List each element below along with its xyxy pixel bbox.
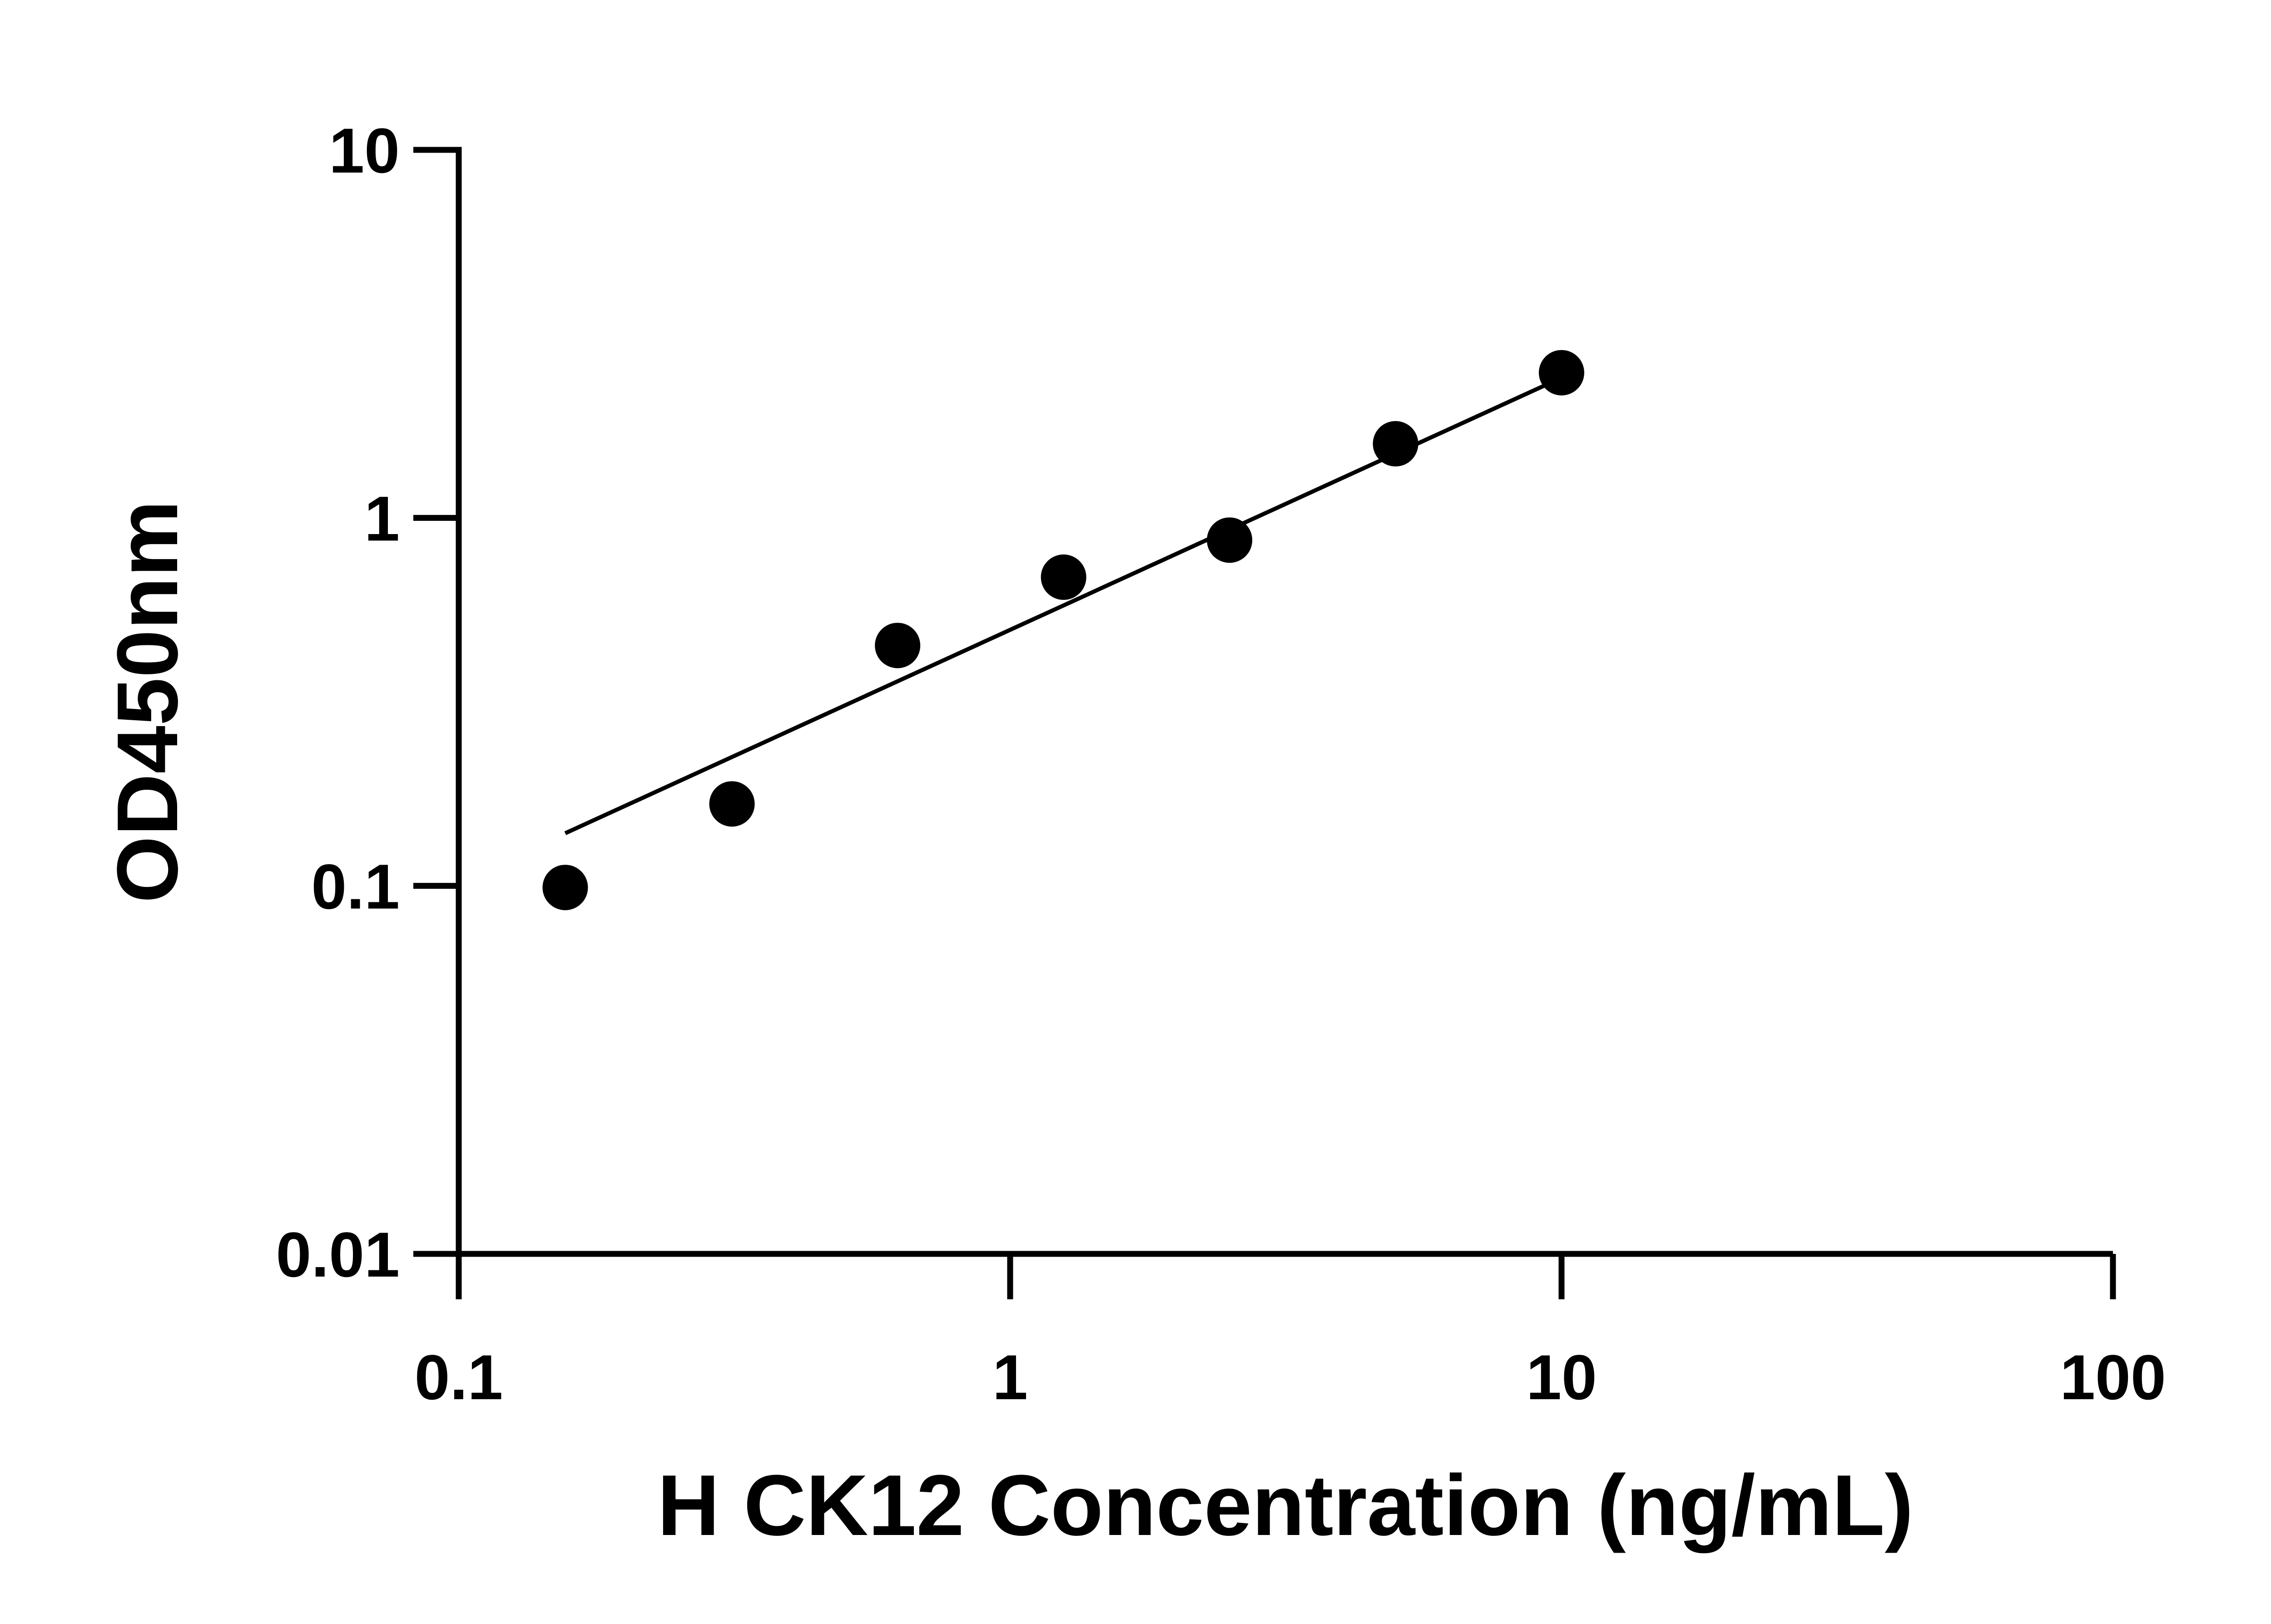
x-tick-label: 0.1: [415, 1342, 503, 1413]
y-tick-label: 0.01: [276, 1219, 400, 1290]
data-point: [709, 781, 755, 827]
data-point: [1539, 350, 1584, 396]
y-tick-label: 0.1: [311, 851, 400, 922]
marks: [542, 350, 1584, 911]
x-axis-label: H CK12 Concentration (ng/mL): [657, 1457, 1914, 1554]
x-tick-label: 1: [992, 1342, 1028, 1413]
y-axis-label: OD450nm: [99, 500, 196, 903]
data-point: [542, 865, 588, 911]
x-tick-label: 100: [2060, 1342, 2166, 1413]
data-point: [1041, 554, 1086, 600]
data-point: [875, 623, 921, 668]
x-tick-label: 10: [1526, 1342, 1597, 1413]
data-point: [1207, 517, 1253, 563]
y-tick-label: 1: [364, 483, 400, 554]
data-point: [1373, 421, 1418, 467]
y-tick-label: 10: [329, 115, 400, 186]
axes: [456, 147, 2113, 1257]
